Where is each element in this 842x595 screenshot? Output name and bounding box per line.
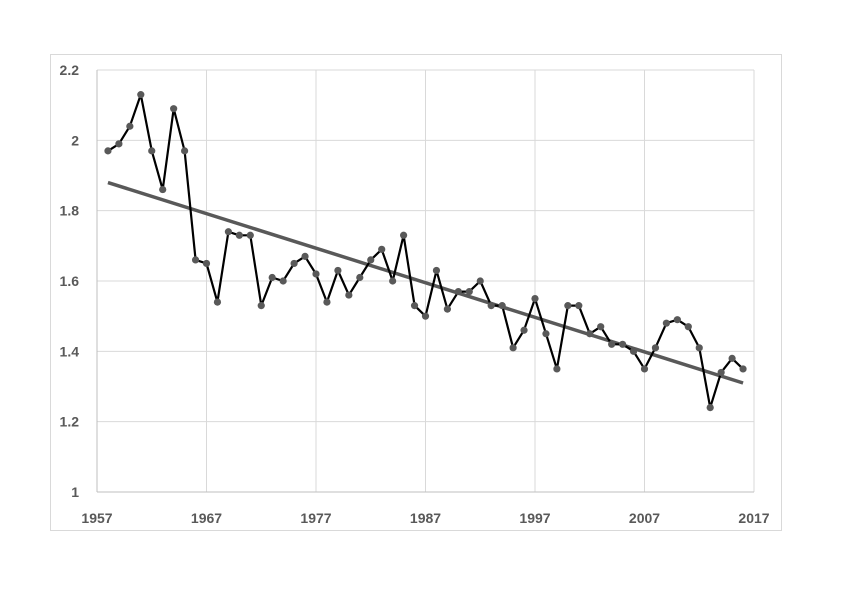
data-point-marker [454, 287, 462, 296]
x-tick-label: 2017 [738, 510, 769, 526]
x-tick-label: 1967 [191, 510, 222, 526]
data-point-marker [520, 326, 528, 334]
y-axis-tick-labels: 1 1.2 1.4 1.6 1.8 2 2.2 [60, 62, 80, 500]
data-point-marker [706, 404, 714, 412]
data-point-marker [290, 259, 298, 268]
data-point-marker [728, 354, 736, 362]
data-point-marker [684, 323, 692, 331]
data-point-marker [465, 287, 473, 296]
data-point-marker [268, 273, 276, 282]
data-point-marker [410, 302, 419, 310]
x-tick-label: 2007 [629, 510, 660, 526]
data-point-marker [181, 147, 189, 155]
data-point-marker [597, 323, 605, 331]
linear-trendline [107, 180, 744, 385]
data-point-marker [443, 305, 451, 313]
data-point-marker [389, 277, 397, 285]
data-point-marker [498, 302, 506, 310]
data-point-marker [629, 347, 638, 355]
data-point-marker [224, 228, 232, 236]
x-axis-tick-labels: 1957 1967 1977 1987 1997 2007 2017 [81, 510, 769, 526]
data-point-marker [553, 365, 561, 373]
data-point-marker [367, 256, 375, 264]
data-point-marker [345, 291, 353, 299]
x-tick-label: 1977 [300, 510, 331, 526]
data-point-marker [531, 294, 539, 303]
data-point-marker [279, 277, 287, 285]
y-tick-label: 1.2 [60, 414, 80, 430]
data-point-marker [695, 344, 703, 352]
y-tick-label: 1.8 [60, 203, 80, 219]
data-point-marker [159, 185, 167, 194]
data-point-marker [191, 256, 200, 264]
data-point-marker [575, 302, 583, 310]
y-tick-label: 2.2 [60, 62, 80, 78]
data-point-marker [312, 270, 320, 278]
data-point-marker [542, 330, 550, 338]
data-point-marker [487, 302, 495, 310]
x-tick-label: 1997 [519, 510, 550, 526]
data-point-marker [115, 140, 123, 148]
data-point-marker [334, 266, 342, 275]
axes [96, 70, 754, 493]
data-point-marker [246, 231, 254, 239]
y-tick-label: 1 [71, 484, 79, 500]
chart-frame [50, 54, 782, 531]
data-point-marker [640, 365, 649, 373]
data-point-marker [137, 91, 145, 99]
x-tick-label: 1957 [81, 510, 112, 526]
y-tick-label: 2 [71, 132, 79, 148]
data-point-marker [651, 344, 660, 352]
data-point-marker [673, 316, 681, 324]
data-point-marker [739, 365, 747, 373]
data-point-marker [509, 344, 517, 352]
data-point-marker [301, 252, 309, 260]
data-point-marker [400, 231, 408, 239]
data-point-marker [619, 340, 627, 348]
data-point-marker [202, 259, 211, 268]
data-point-marker [213, 298, 222, 306]
data-point-marker [432, 266, 441, 275]
data-point-marker [717, 368, 725, 377]
data-point-marker [476, 277, 484, 285]
data-point-marker [170, 105, 178, 113]
data-point-marker [662, 319, 671, 327]
data-point-marker [104, 147, 112, 155]
data-point-marker [608, 340, 616, 348]
data-point-marker [148, 147, 156, 155]
data-point-marker [126, 122, 134, 130]
data-series [104, 91, 747, 412]
data-point-marker [356, 273, 364, 282]
y-tick-label: 1.6 [60, 273, 80, 289]
x-tick-label: 1987 [410, 510, 441, 526]
data-point-marker [257, 302, 265, 310]
data-point-marker [323, 298, 331, 306]
trend-line [107, 180, 744, 385]
y-tick-label: 1.4 [60, 343, 80, 359]
data-point-marker [564, 302, 572, 310]
data-point-marker [586, 330, 594, 338]
data-point-marker [421, 312, 430, 320]
data-point-marker [235, 231, 243, 239]
data-point-marker [378, 245, 386, 253]
